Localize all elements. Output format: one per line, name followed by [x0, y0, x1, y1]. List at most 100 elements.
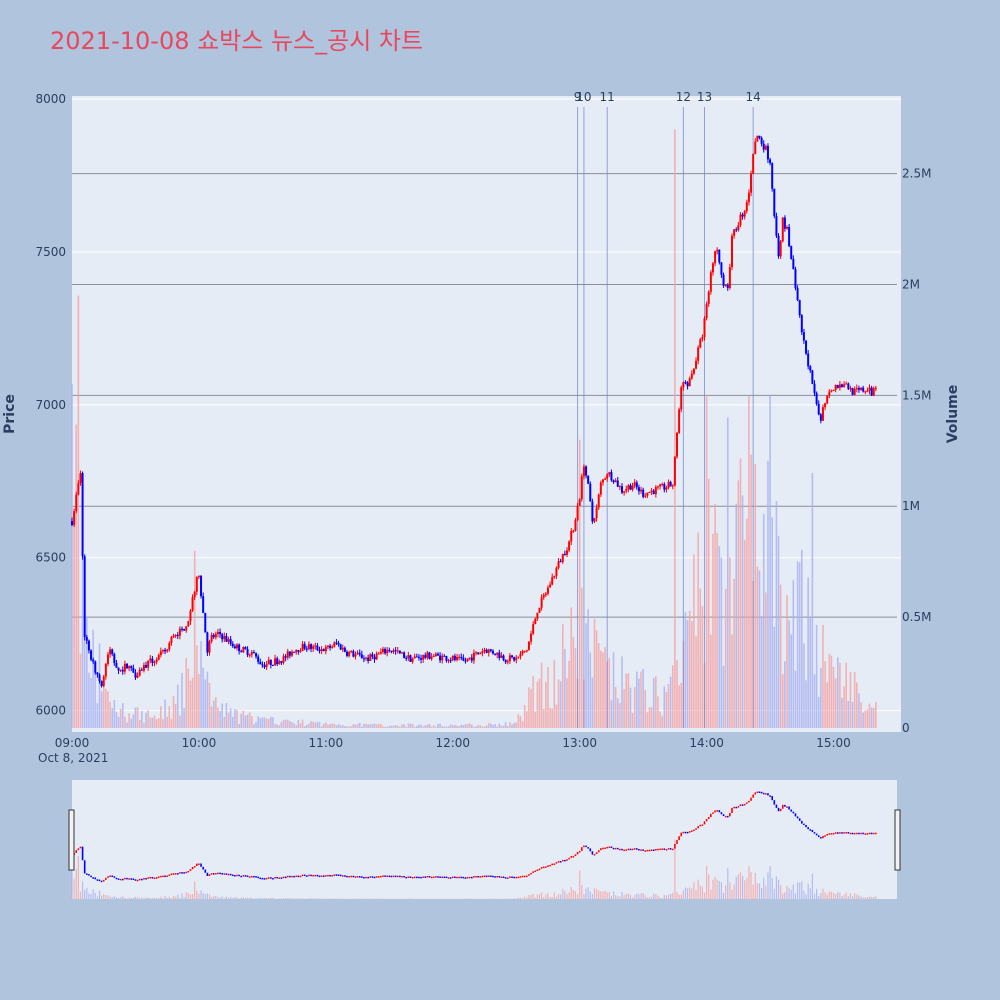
volume-bar — [832, 666, 835, 728]
slider-volume-bar — [777, 879, 780, 899]
slider-candle — [616, 847, 619, 850]
slider-candle — [593, 854, 596, 856]
volume-bar — [663, 686, 666, 728]
slider-candle — [282, 876, 285, 879]
news-marker-lines: 910 11 12 13 14 — [574, 90, 761, 728]
slider-candle — [817, 835, 820, 838]
slider-volume-bar — [217, 896, 219, 899]
candle-body — [627, 485, 630, 490]
slider-candle — [270, 877, 272, 879]
slider-candle — [468, 876, 471, 879]
volume-bar — [390, 725, 393, 728]
slider-volume-bar — [729, 882, 731, 899]
range-slider-background[interactable] — [72, 780, 897, 899]
volume-bar — [407, 723, 410, 728]
candle-body — [557, 561, 560, 568]
candle-body — [240, 651, 243, 653]
slider-volume-bar — [851, 896, 854, 899]
slider-volume-bar — [297, 898, 299, 899]
volume-bar — [382, 726, 384, 728]
candle-body — [424, 655, 427, 658]
volume-bar — [813, 674, 816, 728]
slider-candle — [545, 866, 547, 868]
candle-body — [640, 489, 643, 492]
volume-bar — [403, 724, 405, 728]
range-slider-right-handle[interactable] — [894, 809, 901, 871]
candle-body — [610, 472, 613, 481]
candle-body — [242, 647, 245, 653]
volume-bar — [847, 701, 850, 728]
volume-bar — [536, 681, 539, 728]
candle-body — [635, 482, 638, 488]
candle-body — [781, 217, 784, 242]
candle-body — [834, 385, 837, 390]
candle-body — [200, 575, 203, 597]
candle-body — [307, 644, 310, 650]
candle-body — [458, 656, 461, 658]
slider-volume-bar — [733, 884, 735, 899]
slider-volume-bar — [621, 891, 623, 899]
slider-volume-bar — [75, 868, 77, 899]
slider-volume-bar — [746, 878, 748, 899]
candle-body — [722, 274, 725, 286]
candle-body — [491, 650, 494, 654]
slider-candle — [176, 873, 179, 875]
slider-candle — [265, 877, 268, 880]
volume-bar — [88, 672, 90, 728]
slider-candle — [278, 877, 281, 879]
candle-body — [538, 607, 541, 613]
candle-body — [142, 665, 145, 671]
volume-bar — [733, 578, 735, 728]
slider-volume-bar — [638, 894, 640, 899]
time-tick-label: 13:00 — [562, 736, 597, 750]
volume-bar — [121, 703, 124, 728]
range-slider-left-handle[interactable] — [68, 809, 75, 871]
volume-bar — [107, 691, 109, 728]
main-plot-background — [72, 96, 901, 732]
candle-body — [661, 484, 664, 486]
volume-bar — [79, 653, 82, 728]
volume-bar — [274, 723, 276, 728]
candle-body — [92, 659, 95, 662]
slider-candle — [572, 856, 575, 858]
price-tick-label: 6500 — [35, 551, 66, 565]
candle-body — [147, 660, 150, 668]
candle-body — [563, 553, 566, 555]
candle-body — [849, 388, 852, 390]
candle-body — [126, 663, 128, 669]
candle-body — [346, 651, 348, 656]
slider-candle — [703, 821, 706, 825]
slider-volume-bar — [566, 894, 568, 899]
volume-bar — [198, 673, 200, 728]
candle-body — [756, 135, 759, 142]
candle-body — [178, 628, 181, 636]
slider-volume-bar — [198, 893, 200, 899]
slider-candle — [185, 871, 188, 874]
candle-body — [434, 653, 437, 657]
slider-candle — [684, 831, 687, 834]
volume-bar — [477, 725, 479, 728]
candle-body — [322, 649, 325, 652]
volume-bar — [471, 724, 473, 728]
slider-candle — [399, 875, 401, 878]
candle-body — [451, 655, 454, 661]
slider-candle — [640, 849, 642, 851]
slider-volume-bar — [782, 893, 784, 899]
candle-body — [202, 596, 205, 613]
candle-body — [227, 639, 230, 642]
slider-candle — [234, 874, 236, 877]
slider-volume-bar — [206, 893, 208, 899]
candle-body — [582, 466, 585, 477]
slider-candle — [75, 850, 78, 853]
slider-volume-bar — [562, 888, 564, 899]
slider-volume-bar — [134, 896, 137, 899]
slider-volume-bar — [166, 897, 168, 899]
slider-candle — [561, 859, 564, 862]
slider-candle — [128, 878, 130, 880]
volume-bar — [265, 718, 268, 728]
news-marker-label: 10 — [576, 90, 591, 104]
candle-body — [817, 403, 820, 415]
slider-volume-bar — [701, 886, 703, 899]
slider-candle — [872, 832, 875, 835]
slider-candle — [519, 876, 522, 878]
